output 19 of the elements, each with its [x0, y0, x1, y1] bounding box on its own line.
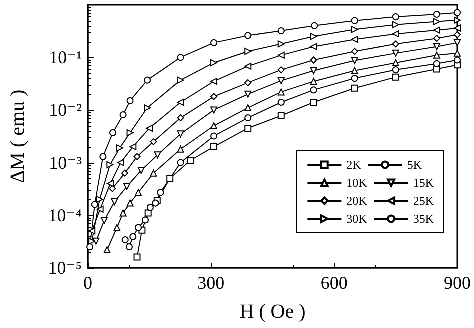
legend-label: 35K: [413, 212, 434, 226]
y-axis-title: ΔM ( emu ): [7, 90, 29, 184]
y-tick-label: 10⁻⁵: [48, 258, 82, 278]
x-tick-label: 300: [198, 273, 225, 293]
x-tick-label: 0: [84, 273, 92, 293]
x-tick-label: 600: [320, 273, 348, 293]
legend-label: 15K: [413, 176, 434, 190]
y-tick-label: 10⁻²: [49, 100, 82, 120]
x-tick-label: 900: [444, 273, 471, 293]
y-tick-label: 10⁻¹: [49, 48, 82, 68]
legend-label: 2K: [346, 158, 362, 172]
legend-label: 30K: [346, 212, 368, 226]
legend-label: 5K: [407, 158, 422, 172]
legend-label: 10K: [346, 176, 368, 190]
x-axis-title: H ( Oe ): [240, 301, 306, 323]
legend-label: 20K: [346, 194, 368, 208]
legend-label: 25K: [413, 194, 434, 208]
y-tick-label: 10⁻³: [49, 152, 83, 173]
y-tick-label: 10⁻⁴: [48, 205, 82, 226]
